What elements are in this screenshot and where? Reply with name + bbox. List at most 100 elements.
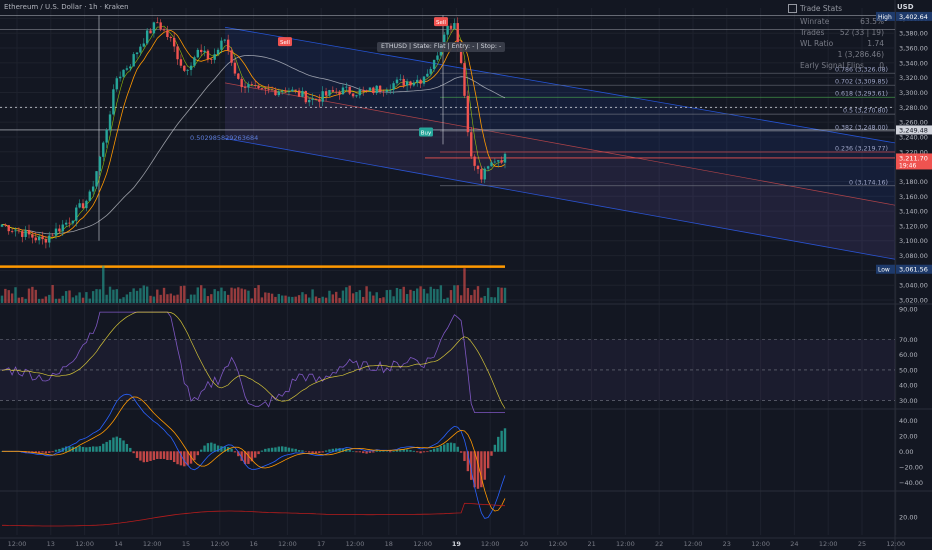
volume-bar — [95, 289, 98, 303]
time-tick-label: 13 — [47, 540, 55, 548]
rsi-tick-label: 30.00 — [899, 397, 918, 405]
price-tag-text: High — [878, 14, 892, 21]
candle-body — [264, 88, 267, 90]
candle-body — [91, 186, 95, 192]
volume-bar — [483, 296, 486, 303]
candle-body — [240, 78, 243, 88]
candle-body — [95, 171, 98, 187]
macd-histogram-bar — [446, 442, 449, 452]
macd-histogram-bar — [459, 451, 463, 453]
candle-body — [14, 230, 17, 232]
volume-bar — [230, 287, 233, 303]
macd-histogram-bar — [34, 451, 37, 454]
macd-histogram-bar — [152, 451, 156, 461]
macd-histogram-bar — [51, 451, 54, 453]
volume-bar — [210, 294, 213, 303]
volume-bar — [284, 295, 287, 303]
candle-body — [412, 82, 416, 86]
candle-body — [260, 88, 264, 89]
candle-body — [75, 207, 78, 221]
stat-row: 1 (3,286.46) — [788, 50, 884, 61]
macd-histogram-bar — [216, 445, 220, 452]
macd-histogram-bar — [81, 446, 85, 452]
candle-body — [372, 87, 375, 94]
macd-histogram-bar — [267, 448, 270, 452]
volume-bar — [27, 288, 31, 303]
macd-histogram-bar — [470, 451, 473, 480]
time-tick-label: 12:00 — [75, 540, 94, 548]
trade-stats-label: Trade Stats — [800, 4, 843, 13]
macd-histogram-bar — [193, 451, 196, 461]
volume-bar — [280, 295, 284, 303]
macd-histogram-bar — [176, 451, 179, 465]
candle-body — [358, 89, 362, 96]
macd-histogram-bar — [264, 448, 267, 452]
macd-line — [2, 393, 506, 519]
macd-histogram-bar — [37, 451, 41, 454]
volume-bar — [88, 298, 91, 303]
rsi-line — [1, 311, 505, 413]
macd-histogram-bar — [318, 451, 321, 453]
macd-histogram-bar — [196, 451, 199, 456]
candle-body — [476, 165, 480, 170]
volume-bar — [392, 296, 395, 303]
macd-histogram-bar — [348, 449, 351, 452]
macd-histogram-bar — [149, 451, 152, 461]
volume-bar — [213, 289, 216, 303]
macd-histogram-bar — [321, 451, 324, 453]
macd-histogram-bar — [399, 449, 402, 452]
price-axis-badge — [896, 153, 932, 170]
macd-histogram-bar — [129, 447, 132, 452]
price-tick-label: 3,340.00 — [899, 59, 928, 67]
candle-body — [446, 25, 449, 35]
checkbox-icon[interactable] — [788, 4, 797, 13]
macd-histogram-bar — [483, 451, 486, 480]
candle-body — [345, 86, 348, 88]
candle-body — [41, 236, 44, 240]
candle-body — [78, 203, 81, 208]
candle-body — [470, 132, 473, 157]
candle-body — [389, 89, 392, 91]
rsi-ma-line — [1, 311, 506, 409]
time-tick-label: 15 — [182, 540, 190, 548]
price-tick-label: 3,260.00 — [899, 119, 928, 127]
volume-bar — [125, 294, 129, 303]
volume-bar — [436, 289, 439, 303]
candle-body — [98, 156, 102, 172]
volume-bar — [199, 285, 203, 303]
price-tag-box — [876, 264, 895, 274]
macd-histogram-bar — [125, 443, 129, 452]
volume-bar — [78, 292, 81, 303]
macd-histogram-bar — [294, 448, 297, 452]
time-tick-label: 12:00 — [210, 540, 229, 548]
lower-tick-label: 20.00 — [899, 514, 918, 522]
rsi-tick-label: 40.00 — [899, 382, 918, 390]
macd-histogram-bar — [426, 451, 429, 453]
macd-histogram-bar — [95, 446, 98, 452]
macd-histogram-bar — [247, 451, 250, 464]
stat-row: WL Ratio 1.74 — [788, 39, 884, 50]
trade-stats-title[interactable]: Trade Stats — [788, 4, 884, 13]
currency-label[interactable]: USD — [897, 3, 914, 11]
candle-body — [490, 162, 493, 167]
price-badge-value: 3,249.48 — [899, 126, 928, 134]
macd-histogram-bar — [159, 451, 162, 459]
macd-histogram-bar — [118, 437, 122, 452]
macd-histogram-bar — [389, 451, 392, 453]
candle-body — [270, 89, 274, 91]
signal-label: Buy — [421, 131, 432, 137]
time-tick-label: 18 — [385, 540, 393, 548]
candle-body — [338, 91, 341, 95]
volume-bar — [112, 289, 115, 303]
candle-body — [331, 90, 335, 92]
channel-mid-line — [224, 82, 896, 206]
volume-bar — [58, 298, 61, 303]
candle-body — [226, 39, 230, 51]
status-box: ETHUSD | State: Flat | Entry: - | Stop: … — [377, 42, 506, 52]
candle-body — [274, 90, 277, 96]
macd-histogram-bar — [270, 447, 274, 452]
candle-body — [132, 54, 135, 67]
